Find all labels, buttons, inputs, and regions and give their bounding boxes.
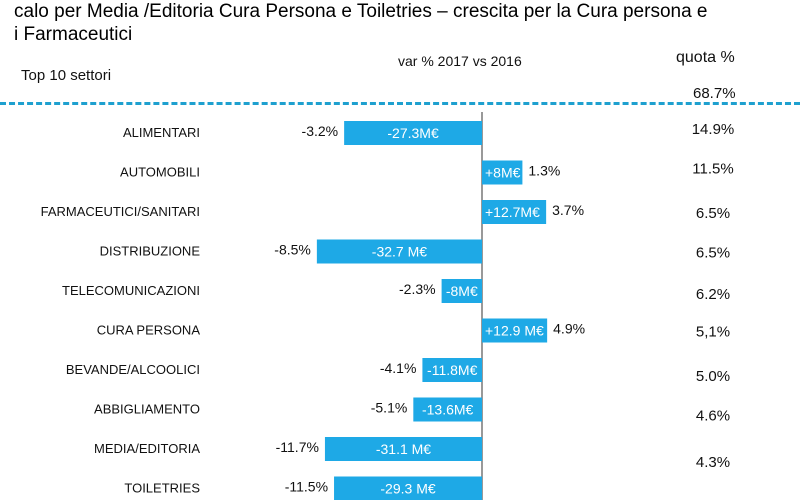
percent-label: -2.3% bbox=[399, 281, 436, 297]
share-label: 4.6% bbox=[696, 408, 730, 425]
bar bbox=[413, 397, 482, 422]
share-label: 4.1% bbox=[696, 498, 730, 500]
value-label: +8M€ bbox=[485, 165, 521, 181]
bar bbox=[344, 121, 482, 145]
value-label: -32.7 M€ bbox=[372, 244, 427, 260]
category-label: MEDIA/EDITORIA bbox=[94, 441, 200, 456]
bar bbox=[482, 318, 548, 343]
percent-label: -5.1% bbox=[371, 400, 408, 416]
value-label: -8M€ bbox=[446, 283, 478, 299]
value-label: -11.8M€ bbox=[427, 362, 478, 378]
category-label: ABBIGLIAMENTO bbox=[94, 402, 200, 417]
value-label: -13.6M€ bbox=[422, 402, 474, 418]
share-label: 4.3% bbox=[696, 454, 730, 471]
share-label: 6.5% bbox=[696, 245, 730, 262]
quota-column-header: quota % bbox=[676, 49, 735, 66]
bar bbox=[324, 437, 482, 461]
percent-label: -4.1% bbox=[380, 360, 417, 376]
percent-label: -3.2% bbox=[302, 123, 339, 139]
percent-label: -8.5% bbox=[274, 242, 311, 258]
bar bbox=[482, 160, 523, 185]
share-label: 6.5% bbox=[696, 205, 730, 222]
percent-label: 1.3% bbox=[528, 163, 560, 179]
share-label: 5.0% bbox=[696, 368, 730, 385]
bar bbox=[334, 476, 482, 500]
category-label: BEVANDE/ALCOOLICI bbox=[66, 362, 200, 377]
bar bbox=[482, 200, 547, 224]
percent-label: 4.9% bbox=[553, 321, 585, 337]
value-label: +12.7M€ bbox=[485, 204, 540, 220]
category-label: ALIMENTARI bbox=[123, 125, 200, 140]
category-label: FARMACEUTICI/SANITARI bbox=[41, 204, 200, 219]
percent-label: 3.7% bbox=[552, 202, 584, 218]
share-label: 6.2% bbox=[696, 286, 730, 303]
share-label: 11.5% bbox=[692, 161, 733, 178]
chart-subtitle: Top 10 settori bbox=[21, 67, 112, 84]
percent-label: -11.5% bbox=[285, 479, 328, 495]
dashed-divider bbox=[0, 102, 800, 105]
value-label: -27.3M€ bbox=[387, 125, 439, 141]
bar bbox=[422, 358, 482, 382]
var-column-header: var % 2017 vs 2016 bbox=[398, 53, 522, 69]
share-label: 14.9% bbox=[692, 121, 735, 138]
category-label: DISTRIBUZIONE bbox=[100, 244, 201, 259]
value-label: -29.3 M€ bbox=[380, 481, 435, 497]
category-label: AUTOMOBILI bbox=[120, 165, 200, 180]
value-label: -31.1 M€ bbox=[376, 441, 431, 457]
category-label: CURA PERSONA bbox=[97, 323, 201, 338]
value-label: +12.9 M€ bbox=[485, 323, 544, 339]
category-label: TOILETRIES bbox=[124, 481, 200, 496]
bar bbox=[441, 279, 482, 303]
total-share: 68.7% bbox=[693, 85, 736, 102]
category-label: TELECOMUNICAZIONI bbox=[62, 283, 200, 298]
share-label: 5,1% bbox=[696, 324, 730, 341]
percent-label: -11.7% bbox=[276, 439, 319, 455]
chart-title: calo per Media /Editoria Cura Persona e … bbox=[14, 1, 708, 45]
bar bbox=[316, 239, 482, 264]
